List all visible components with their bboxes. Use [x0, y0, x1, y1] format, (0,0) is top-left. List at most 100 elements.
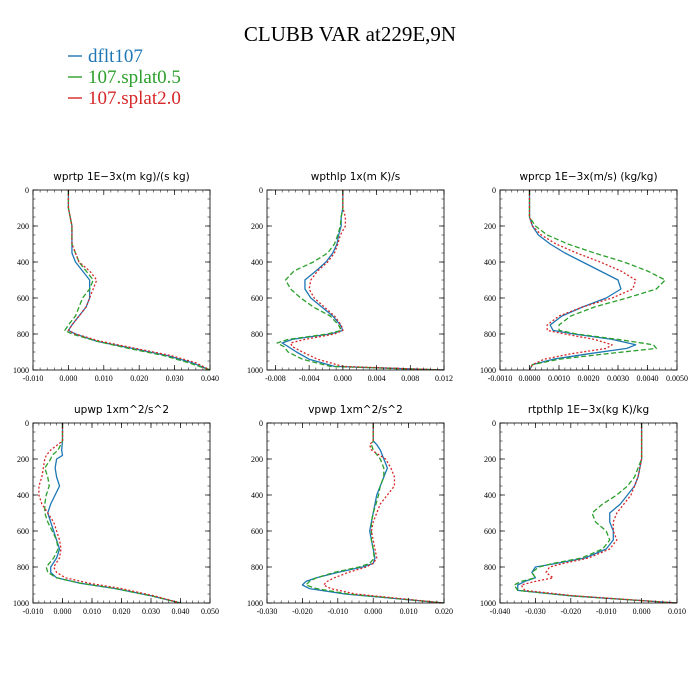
plot-frame	[32, 422, 211, 604]
x-tick-label: 0.000	[633, 607, 651, 616]
y-tick-label: 0	[25, 186, 29, 195]
y-tick-label: 400	[251, 258, 263, 267]
legend-item: 107.splat2.0	[68, 88, 181, 109]
legend-item: dflt107	[68, 46, 143, 67]
y-tick-label: 800	[484, 563, 496, 572]
series-line-dflt107	[517, 423, 677, 603]
plot-frame	[32, 189, 211, 371]
y-tick-label: 400	[251, 491, 263, 500]
x-tick-label: 0.008	[401, 374, 419, 383]
panel-6: rtpthlp 1E−3x(kg K)/kg -0.040 -0.030 -0.020…	[480, 404, 686, 616]
y-tick-label: 200	[17, 222, 29, 231]
plot-frame	[499, 189, 678, 371]
x-tick-label: 0.040	[201, 374, 219, 383]
series-line-107-splat0-5	[64, 190, 210, 370]
y-tick-label: 1000	[480, 599, 496, 608]
panel-title: wprcp 1E−3x(m/s) (kg/kg)	[519, 171, 657, 183]
series-line-107-splat2-0	[322, 423, 444, 603]
x-tick-label: -0.020	[560, 607, 581, 616]
y-tick-label: 0	[259, 186, 263, 195]
x-tick-label: -0.010	[23, 607, 44, 616]
x-tick-label: -0.030	[525, 607, 546, 616]
x-tick-label: 0.0010	[548, 374, 570, 383]
panel-title: wprtp 1E−3x(m kg)/(s kg)	[53, 171, 190, 183]
x-tick-label: 0.000	[364, 607, 382, 616]
x-tick-label: 0.050	[201, 607, 219, 616]
y-tick-label: 800	[251, 330, 263, 339]
series-line-107-splat0-5	[513, 423, 677, 603]
panels: wprtp 1E−3x(m kg)/(s kg) -0.010 0.000 0.010…	[13, 171, 688, 616]
legend-item: 107.splat0.5	[68, 67, 181, 88]
y-tick-label: 600	[484, 527, 496, 536]
x-tick-label: 0.012	[435, 374, 453, 383]
y-tick-label: 800	[251, 563, 263, 572]
series-line-107-splat0-5	[305, 423, 444, 603]
x-tick-label: 0.030	[142, 607, 160, 616]
series-line-107-splat2-0	[38, 423, 181, 603]
x-tick-label: 0.020	[113, 607, 131, 616]
x-tick-label: -0.040	[490, 607, 511, 616]
x-tick-label: -0.010	[23, 374, 44, 383]
x-tick-label: 0.000	[334, 374, 352, 383]
y-tick-label: 400	[484, 258, 496, 267]
panel-1: wprtp 1E−3x(m kg)/(s kg) -0.010 0.000 0.010…	[13, 171, 219, 383]
y-tick-label: 600	[251, 527, 263, 536]
y-tick-label: 0	[25, 419, 29, 428]
y-tick-label: 400	[17, 491, 29, 500]
series-line-107-splat0-5	[44, 423, 181, 603]
y-tick-label: 1000	[13, 599, 29, 608]
series-line-107-splat2-0	[520, 423, 677, 603]
series-line-107-splat2-0	[528, 190, 637, 370]
x-tick-label: -0.010	[327, 607, 348, 616]
x-tick-label: -0.030	[257, 607, 278, 616]
y-tick-label: 200	[484, 222, 496, 231]
y-tick-label: 0	[492, 186, 496, 195]
legend-label: dflt107	[88, 46, 143, 67]
x-tick-label: -0.0010	[488, 374, 513, 383]
series-group	[301, 423, 444, 603]
y-tick-label: 1000	[247, 366, 263, 375]
y-tick-label: 800	[17, 563, 29, 572]
x-tick-label: 0.004	[368, 374, 386, 383]
x-tick-label: 0.030	[166, 374, 184, 383]
series-line-107-splat0-5	[528, 190, 666, 370]
panel-3: wprcp 1E−3x(m/s) (kg/kg) -0.0010 0.0000 0.0…	[480, 171, 688, 383]
x-tick-label: 0.020	[435, 607, 453, 616]
y-tick-label: 200	[17, 455, 29, 464]
series-line-107-splat2-0	[67, 190, 210, 370]
x-tick-label: 0.0030	[607, 374, 629, 383]
y-tick-label: 0	[492, 419, 496, 428]
x-tick-label: 0.040	[172, 607, 190, 616]
plot-frame	[266, 189, 445, 371]
y-tick-label: 1000	[247, 599, 263, 608]
x-tick-label: -0.010	[596, 607, 617, 616]
x-tick-label: 0.0020	[578, 374, 600, 383]
series-line-dflt107	[301, 423, 444, 603]
x-tick-label: 0.0040	[637, 374, 659, 383]
panel-4: upwp 1xm^2/s^2 -0.010 0.000 0.010 0.020 0.030…	[13, 404, 219, 616]
series-group	[513, 423, 677, 603]
x-tick-label: 0.010	[95, 374, 113, 383]
series-group	[38, 423, 181, 603]
x-tick-label: -0.008	[265, 374, 286, 383]
y-tick-label: 200	[484, 455, 496, 464]
series-line-dflt107	[47, 423, 181, 603]
y-tick-label: 800	[17, 330, 29, 339]
series-line-dflt107	[281, 190, 444, 370]
panel-5: vpwp 1xm^2/s^2 -0.030 -0.020 -0.010 0.000 0.0…	[247, 404, 453, 616]
y-tick-label: 1000	[480, 366, 496, 375]
plot-frame	[266, 422, 445, 604]
y-tick-label: 0	[259, 419, 263, 428]
plot-frame	[499, 422, 678, 604]
series-line-107-splat0-5	[276, 190, 444, 370]
y-tick-label: 400	[17, 258, 29, 267]
panel-title: vpwp 1xm^2/s^2	[308, 404, 403, 416]
x-tick-label: 0.000	[59, 374, 77, 383]
x-tick-label: 0.010	[83, 607, 101, 616]
x-tick-label: 0.010	[668, 607, 686, 616]
y-tick-label: 200	[251, 222, 263, 231]
y-tick-label: 400	[484, 491, 496, 500]
panel-title: rtpthlp 1E−3x(kg K)/kg	[528, 404, 649, 416]
